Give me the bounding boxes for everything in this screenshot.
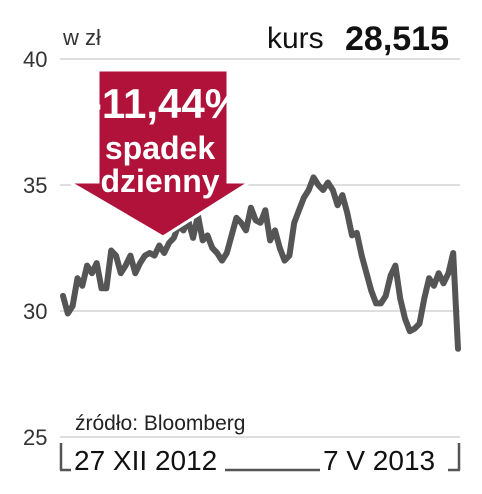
y-tick-40: 40	[23, 47, 47, 72]
price-label: kurs	[267, 22, 324, 55]
y-tick-35: 35	[23, 173, 47, 198]
x-label-start: 27 XII 2012	[74, 445, 217, 476]
decline-label-line1: spadek	[105, 130, 215, 166]
y-tick-30: 30	[23, 299, 47, 324]
unit-label: w zł	[62, 25, 101, 50]
x-label-start-bg	[71, 443, 225, 481]
x-label-end: 7 V 2013	[323, 445, 435, 476]
source-label: źródło: Bloomberg	[75, 412, 245, 435]
decline-arrow	[63, 68, 256, 239]
price-series-line	[60, 174, 461, 352]
y-tick-25: 25	[23, 425, 47, 450]
decline-value: -11,44%	[88, 80, 242, 127]
decline-label-line2: dzienny	[100, 163, 219, 199]
x-label-end-bg	[320, 443, 448, 481]
price-value: 28,515	[345, 20, 449, 58]
